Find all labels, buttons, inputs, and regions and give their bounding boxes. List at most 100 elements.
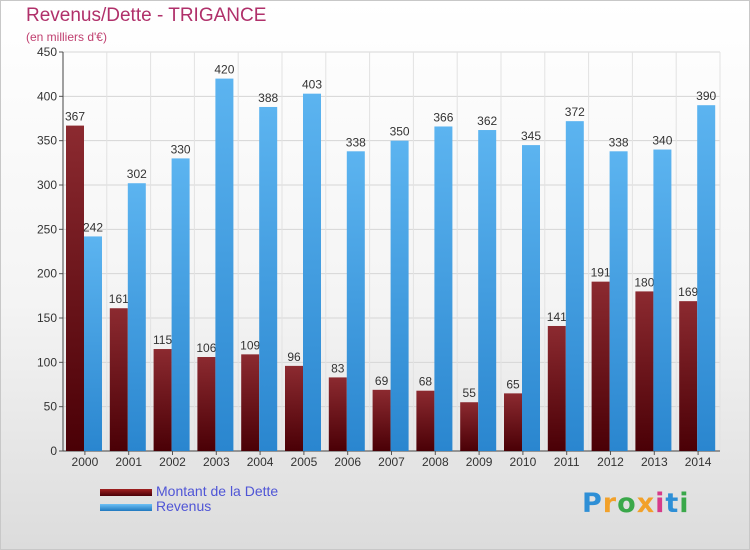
bar-dette (328, 377, 347, 451)
x-tick-label: 2000 (72, 455, 99, 469)
bar-dette (591, 281, 610, 451)
bar-revenus (565, 121, 584, 451)
bar-dette (109, 308, 128, 451)
value-label-dette: 83 (331, 361, 345, 375)
legend-swatch-dette (100, 489, 152, 496)
logo-letter: x (636, 488, 656, 519)
value-label-dette: 69 (375, 374, 389, 388)
bar-revenus (215, 78, 234, 451)
legend-label-revenus: Revenus (156, 498, 212, 514)
value-label-revenus: 338 (609, 135, 629, 149)
chart-subtitle: (en milliers d'€) (26, 30, 107, 44)
y-tick-label: 350 (37, 134, 57, 148)
value-label-revenus: 390 (696, 89, 716, 103)
y-tick-label: 300 (37, 178, 57, 192)
bar-revenus (84, 236, 102, 451)
bar-revenus (171, 158, 190, 451)
x-tick-label: 2011 (554, 455, 580, 469)
x-tick-label: 2001 (115, 455, 142, 469)
bar-dette (679, 301, 698, 451)
x-tick-label: 2012 (597, 455, 624, 469)
bar-revenus (346, 151, 365, 451)
x-tick-label: 2003 (203, 455, 230, 469)
y-tick-label: 50 (44, 400, 58, 414)
logo-letter: r (602, 488, 618, 519)
proxiti-logo: Proxiti (582, 488, 690, 519)
legend-swatch-revenus (100, 504, 152, 511)
logo-letter: t (665, 488, 680, 519)
bar-revenus (697, 105, 716, 451)
x-tick-label: 2004 (247, 455, 274, 469)
value-label-revenus: 302 (127, 167, 147, 181)
x-tick-label: 2002 (159, 455, 186, 469)
logo-letter: o (617, 488, 637, 519)
value-label-dette: 55 (463, 386, 477, 400)
bar-revenus (522, 145, 540, 451)
value-label-revenus: 366 (433, 110, 453, 124)
value-label-revenus: 340 (652, 134, 672, 148)
bar-dette (372, 389, 391, 451)
value-label-dette: 65 (506, 377, 520, 391)
value-label-dette: 169 (678, 285, 698, 299)
bar-dette (635, 291, 654, 451)
bar-revenus (434, 126, 453, 451)
value-label-dette: 141 (547, 310, 567, 324)
y-tick-label: 150 (37, 311, 57, 325)
bar-dette (153, 349, 172, 451)
y-tick-label: 0 (50, 444, 57, 458)
bar-dette (416, 390, 435, 451)
value-label-revenus: 350 (390, 125, 410, 139)
bar-dette (197, 357, 216, 451)
value-label-dette: 109 (240, 338, 260, 352)
x-tick-label: 2010 (510, 455, 537, 469)
value-label-revenus: 420 (214, 63, 234, 77)
value-label-revenus: 403 (302, 78, 322, 92)
legend-label-dette: Montant de la Dette (156, 483, 279, 499)
value-label-dette: 106 (196, 341, 216, 355)
x-tick-label: 2013 (641, 455, 668, 469)
bar-revenus (259, 106, 278, 452)
y-tick-label: 250 (37, 222, 57, 236)
chart-title: Revenus/Dette - TRIGANCE (26, 5, 267, 26)
x-tick-label: 2005 (291, 455, 318, 469)
bar-dette (241, 354, 260, 451)
bar-revenus (390, 140, 409, 451)
bar-revenus (478, 130, 497, 451)
value-label-revenus: 330 (171, 142, 191, 156)
value-label-revenus: 372 (565, 105, 585, 119)
value-label-dette: 68 (419, 375, 433, 389)
value-label-revenus: 345 (521, 129, 541, 143)
bar-dette (547, 325, 566, 451)
bar-dette (66, 125, 84, 452)
x-tick-label: 2008 (422, 455, 449, 469)
bar-dette (460, 402, 479, 451)
y-tick-label: 200 (37, 267, 57, 281)
x-tick-label: 2014 (685, 455, 712, 469)
x-tick-label: 2006 (334, 455, 361, 469)
bar-revenus (127, 183, 146, 451)
x-tick-label: 2007 (378, 455, 405, 469)
bar-revenus (303, 93, 321, 451)
bar-dette (285, 365, 303, 451)
value-label-revenus: 362 (477, 114, 497, 128)
value-label-dette: 191 (591, 266, 611, 280)
y-tick-label: 450 (37, 45, 57, 59)
y-tick-label: 400 (37, 89, 57, 103)
value-label-dette: 96 (287, 350, 301, 364)
value-label-revenus: 388 (258, 91, 278, 105)
logo-letter: P (582, 488, 603, 519)
value-label-dette: 180 (634, 275, 654, 289)
y-tick-label: 100 (37, 355, 57, 369)
value-label-revenus: 338 (346, 135, 366, 149)
value-label-dette: 367 (65, 110, 85, 124)
bar-revenus (609, 151, 628, 451)
bar-dette (504, 393, 522, 451)
x-tick-label: 2009 (466, 455, 493, 469)
logo-letter: i (679, 488, 690, 519)
bar-revenus (653, 149, 672, 452)
logo-letter: i (655, 488, 666, 519)
value-label-revenus: 242 (83, 220, 103, 234)
value-label-dette: 115 (153, 333, 172, 347)
value-label-dette: 161 (109, 292, 129, 306)
